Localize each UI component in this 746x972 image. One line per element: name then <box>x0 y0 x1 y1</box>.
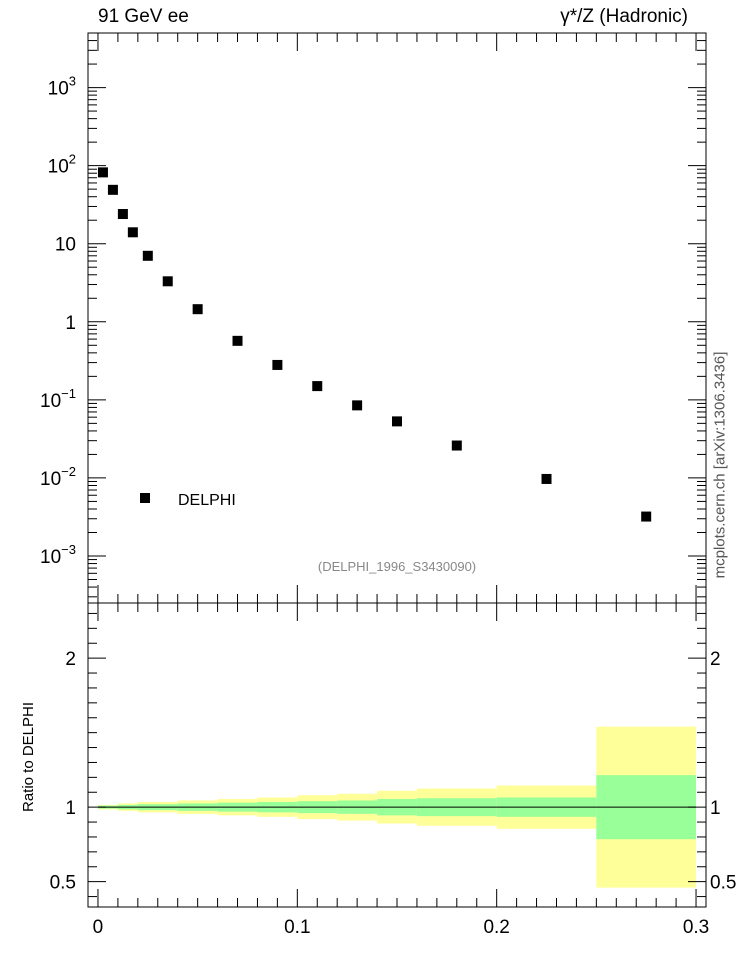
y-tick-label: 10−1 <box>40 386 76 412</box>
y-tick-label: 10 <box>55 235 76 256</box>
data-point <box>641 511 652 522</box>
data-point <box>117 209 128 220</box>
data-point <box>272 359 283 370</box>
data-point <box>451 440 462 451</box>
y-tick-label: 1 <box>65 313 76 334</box>
data-point <box>352 400 363 411</box>
data-point <box>127 227 138 238</box>
x-tick-label: 0.1 <box>284 917 310 938</box>
analysis-label: (DELPHI_1996_S3430090) <box>318 559 476 574</box>
x-tick-label: 0.2 <box>483 917 509 938</box>
ratio-y-tick-label-left: 2 <box>65 649 76 670</box>
main-panel: 10−3 10−2 10−1 1 10 102 103 DELPHI (DELPHI_1996_… <box>40 32 707 604</box>
y-tick-label: 10−3 <box>40 542 76 568</box>
data-point <box>162 276 173 287</box>
y-tick-label: 103 <box>48 74 76 100</box>
ratio-y-tick-label-right: 1 <box>710 798 721 819</box>
data-point <box>232 335 243 346</box>
data-point <box>107 184 118 195</box>
ratio-y-tick-label-left: 0.5 <box>50 873 76 894</box>
ratio-y-tick-label-right: 2 <box>710 649 721 670</box>
ratio-y-axis-label: Ratio to DELPHI <box>20 702 37 812</box>
data-point <box>192 304 203 315</box>
y-tick-label: 102 <box>48 152 76 178</box>
data-point <box>541 473 552 484</box>
main-plot-frame <box>87 32 707 604</box>
x-tick-label: 0 <box>93 917 104 938</box>
data-point <box>392 416 402 427</box>
ratio-y-tick-label-left: 1 <box>65 798 76 819</box>
header-left-label: 91 GeV ee <box>98 6 189 27</box>
legend-marker <box>140 493 150 503</box>
ratio-panel: 0 0.1 0.2 0.3 0.5 0.5 1 1 2 2 Ratio to DELPHI <box>20 602 736 938</box>
data-point <box>142 250 153 261</box>
legend-label: DELPHI <box>178 492 236 509</box>
y-tick-label: 10−2 <box>40 464 76 490</box>
x-tick-label: 0.3 <box>683 917 709 938</box>
data-point <box>312 381 323 392</box>
ratio-y-tick-label-right: 0.5 <box>710 873 736 894</box>
data-point <box>97 167 108 178</box>
header-right-label: γ*/Z (Hadronic) <box>560 6 688 27</box>
